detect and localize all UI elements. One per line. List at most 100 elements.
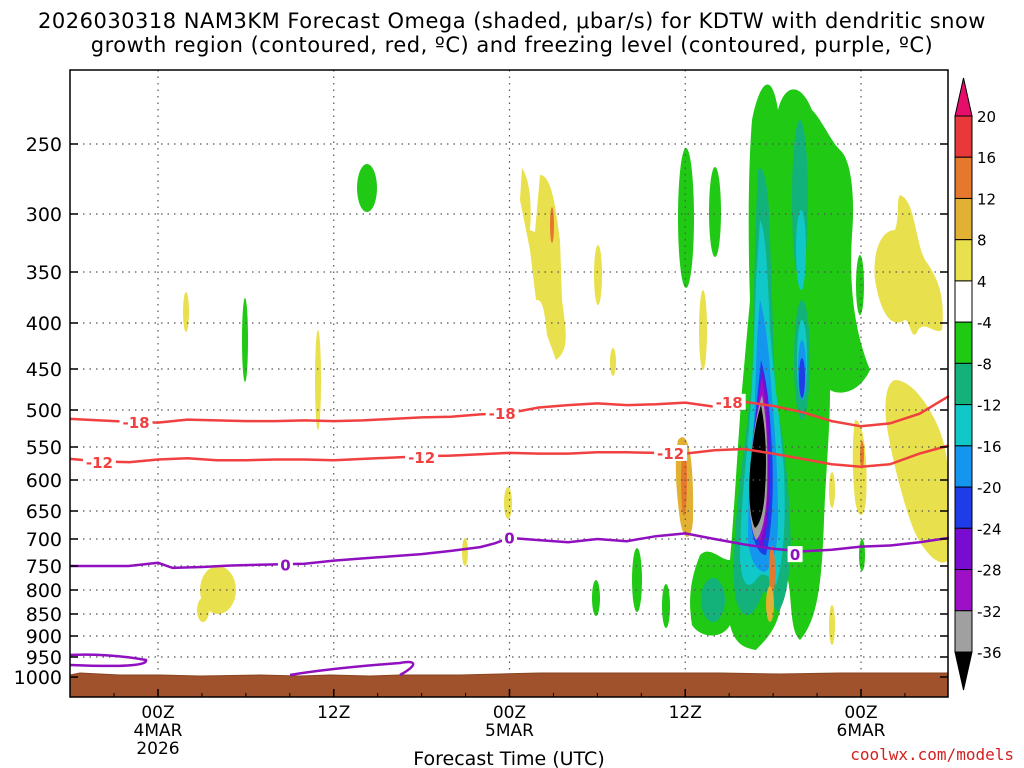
colorbar-swatch <box>954 610 973 653</box>
omega-cell <box>183 292 189 332</box>
omega-cell <box>885 380 948 563</box>
omega-cell <box>200 566 236 614</box>
colorbar-label: -36 <box>977 644 1002 662</box>
colorbar-label: 20 <box>977 108 996 126</box>
freezing-surface-contour <box>289 660 415 677</box>
colorbar-label: -24 <box>977 520 1002 538</box>
chart-title-line-1: 2026030318 NAM3KM Forecast Omega (shaded… <box>38 9 986 33</box>
colorbar-label: 16 <box>977 149 996 167</box>
omega-cell <box>808 283 865 375</box>
colorbar-swatch <box>954 569 973 612</box>
x-tick-label: 6MAR <box>837 721 886 741</box>
grid-lines <box>70 70 948 697</box>
y-tick-label: 450 <box>26 359 62 381</box>
colorbar-swatch <box>954 197 973 241</box>
contour-label-bg <box>787 546 803 563</box>
y-tick-label: 600 <box>26 470 62 492</box>
colorbar-swatch <box>954 115 973 158</box>
x-tick-label: 2026 <box>136 739 179 759</box>
y-tick-label: 1000 <box>14 667 62 689</box>
x-tick-label: 4MAR <box>134 721 183 741</box>
colorbar-label: -8 <box>977 355 992 373</box>
omega-cell <box>678 148 694 288</box>
contour-label: -12 <box>657 445 684 463</box>
colorbar-label: -4 <box>977 314 992 332</box>
contour-label: -18 <box>489 405 516 423</box>
y-tick-label: 850 <box>26 604 62 626</box>
colorbar-swatch <box>954 445 973 488</box>
colorbar-swatch <box>954 280 973 323</box>
contour-label-bg <box>654 444 688 461</box>
colorbar-swatch <box>954 156 973 199</box>
chart-title-line-2: growth region (contoured, red, ºC) and f… <box>90 33 934 57</box>
y-tick-label: 350 <box>26 262 62 284</box>
contour-label: -12 <box>86 454 113 472</box>
omega-cell <box>462 538 468 566</box>
contour-label-bg <box>82 454 116 471</box>
colorbar-top-arrow <box>954 77 973 117</box>
x-tick-label: 00Z <box>141 703 174 723</box>
freezing-surface-contour <box>69 653 148 668</box>
omega-cell <box>592 580 600 616</box>
omega-cell <box>242 298 248 382</box>
colorbar-label: -20 <box>977 479 1002 497</box>
contour-label-bg <box>277 556 293 573</box>
omega-shading <box>183 84 948 651</box>
colorbar-swatch <box>954 486 973 529</box>
y-tick-label: 250 <box>26 134 62 156</box>
omega-cell <box>610 348 616 376</box>
omega-cell <box>856 255 864 315</box>
contour-label: 0 <box>790 546 800 564</box>
omega-cell <box>701 578 725 622</box>
y-tick-label: 750 <box>26 556 62 578</box>
y-tick-label: 500 <box>26 400 62 422</box>
y-tick-label: 700 <box>26 529 62 551</box>
colorbar-label: -16 <box>977 438 1002 456</box>
omega-cell <box>769 546 775 598</box>
contour-label: -12 <box>408 449 435 467</box>
colorbar-bottom-arrow <box>954 651 973 691</box>
omega-cell <box>315 330 321 430</box>
contour-label-bg <box>119 413 153 430</box>
contour-label: -18 <box>716 394 743 412</box>
colorbar-label: 8 <box>977 232 987 250</box>
y-tick-label: 650 <box>26 501 62 523</box>
x-tick-label: 5MAR <box>485 721 534 741</box>
y-tick-label: 800 <box>26 580 62 602</box>
y-axis-ticks: 2503003504004505005506006507007508008509… <box>14 134 948 689</box>
omega-cell <box>749 405 766 528</box>
colorbar-label: -12 <box>977 397 1002 415</box>
contour-lines: -18 -18 -18 -12 -12 -12 0 0 0 <box>69 393 950 574</box>
x-tick-label: 12Z <box>317 703 350 723</box>
omega-cell <box>874 195 943 335</box>
x-tick-label: 12Z <box>669 703 702 723</box>
x-axis-label: Forecast Time (UTC) <box>413 748 604 768</box>
y-tick-label: 550 <box>26 437 62 459</box>
contour-label: 0 <box>280 556 290 574</box>
omega-cell <box>699 290 707 370</box>
omega-cell <box>504 487 512 519</box>
omega-cell <box>829 472 835 508</box>
contour-label-bg <box>485 404 519 421</box>
omega-cell <box>681 444 687 516</box>
omega-cell <box>799 358 805 398</box>
colorbar-swatch <box>954 527 973 571</box>
colorbar-label: 4 <box>977 273 987 291</box>
omega-cell <box>520 168 566 360</box>
contour-label-bg <box>712 393 746 410</box>
credit-text: coolwx.com/models <box>850 745 1014 764</box>
omega-cell <box>829 605 835 645</box>
colorbar-swatch <box>954 239 973 282</box>
contour-dendritic_-12 <box>69 444 950 469</box>
contour-label-bg <box>405 448 439 465</box>
x-tick-label: 00Z <box>493 703 526 723</box>
y-tick-label: 950 <box>26 647 62 669</box>
omega-cell <box>550 207 554 243</box>
colorbar: 20 16 12 8 4 -4 -8 -12 -16 -20 -24 -28 -32 -36 <box>954 77 1002 691</box>
terrain-surface <box>69 672 949 698</box>
contour-label: 0 <box>504 529 514 547</box>
contour-label-bg <box>502 529 517 546</box>
omega-cell <box>766 586 774 622</box>
